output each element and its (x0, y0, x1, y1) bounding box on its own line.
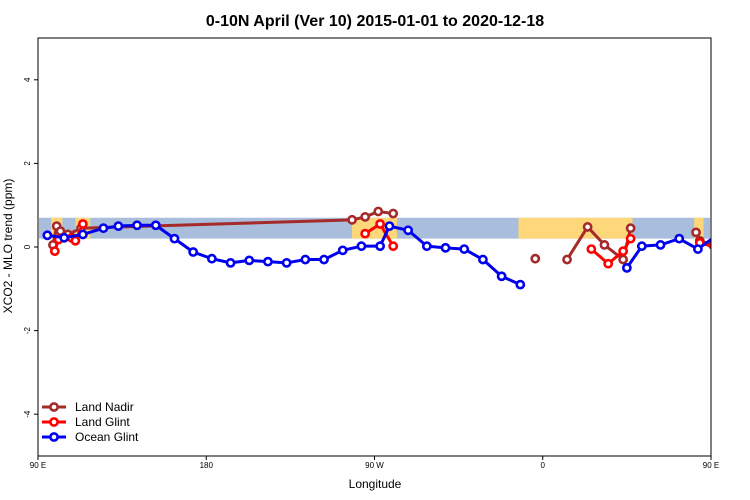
data-point (421, 241, 432, 252)
data-point (356, 241, 367, 252)
y-tick-label: -2 (23, 326, 32, 334)
x-axis-label: Longitude (349, 477, 402, 491)
land-segment (694, 217, 704, 239)
legend-label: Ocean Glint (75, 430, 139, 444)
data-point (726, 237, 733, 244)
data-point (373, 206, 384, 217)
data-point (599, 240, 610, 250)
series-line (590, 237, 632, 266)
data-point (459, 244, 470, 254)
data-point (618, 246, 629, 257)
data-point (603, 258, 614, 269)
data-point (113, 221, 124, 231)
data-point (655, 240, 666, 250)
land-segment (518, 217, 633, 239)
data-point (440, 242, 451, 253)
legend-marker (49, 402, 59, 412)
data-point (693, 244, 703, 254)
data-point (530, 253, 541, 264)
data-point (225, 257, 236, 268)
data-point (319, 254, 329, 265)
data-point (691, 227, 701, 238)
data-point (206, 253, 217, 264)
data-point (98, 223, 109, 234)
data-point (150, 220, 161, 231)
data-point (745, 232, 750, 239)
x-tick-label: 90 E (30, 461, 46, 470)
data-point (77, 219, 88, 229)
y-tick-label: 4 (23, 77, 32, 82)
data-point (403, 225, 414, 236)
data-point (300, 254, 311, 265)
x-tick-label: 90 E (703, 461, 719, 470)
legend-label: Land Glint (75, 415, 130, 429)
data-point (375, 219, 386, 229)
data-point (586, 244, 597, 254)
series-ocean-glint (42, 220, 739, 290)
x-tick-label: 0 (541, 461, 546, 470)
data-point (625, 233, 636, 244)
data-point (625, 223, 636, 234)
data-point (42, 230, 53, 241)
y-tick-label: 0 (23, 244, 32, 249)
data-point (384, 221, 395, 231)
legend-label: Land Nadir (75, 400, 134, 414)
data-point (713, 232, 720, 239)
legend-marker (49, 432, 59, 442)
data-point (77, 229, 88, 240)
data-point (562, 254, 572, 265)
data-point (337, 245, 348, 256)
data-point (636, 241, 647, 252)
data-point (621, 262, 632, 273)
data-point (263, 256, 273, 267)
data-point (732, 233, 739, 240)
data-point (496, 271, 507, 282)
data-point (674, 233, 685, 244)
data-point (59, 232, 70, 243)
chart-title: 0-10N April (Ver 10) 2015-01-01 to 2020-… (206, 13, 544, 30)
data-point (515, 279, 526, 290)
y-tick-label: 2 (23, 161, 32, 166)
data-point (375, 241, 386, 252)
data-point (244, 255, 255, 266)
data-point (726, 248, 733, 255)
data-point (618, 254, 629, 265)
legend-item: Ocean Glint (42, 430, 139, 444)
y-tick-label: -4 (23, 410, 32, 418)
data-point (730, 237, 737, 244)
legend-item: Land Glint (42, 415, 130, 429)
data-point (360, 212, 371, 222)
y-axis: -4 -2 0 2 4 (23, 77, 38, 418)
x-tick-label: 180 (200, 461, 214, 470)
data-point (745, 231, 750, 238)
data-point (478, 254, 488, 265)
data-point (360, 228, 371, 239)
data-point (737, 229, 744, 236)
data-point (188, 247, 199, 257)
x-axis: 90 E 180 90 W 0 90 E (30, 456, 719, 470)
legend-marker (49, 417, 59, 427)
legend-item: Land Nadir (42, 400, 134, 414)
data-point (49, 246, 60, 257)
data-point (732, 223, 739, 230)
data-point (347, 214, 357, 225)
data-point (70, 235, 81, 246)
series-layer (42, 206, 750, 290)
y-axis-label: XCO2 - MLO trend (ppm) (1, 179, 15, 314)
data-point (582, 222, 593, 232)
data-point (281, 257, 292, 268)
x-tick-label: 90 W (365, 461, 384, 470)
data-point (132, 220, 142, 231)
data-point (388, 241, 399, 252)
data-point (169, 233, 180, 244)
data-point (388, 208, 399, 219)
